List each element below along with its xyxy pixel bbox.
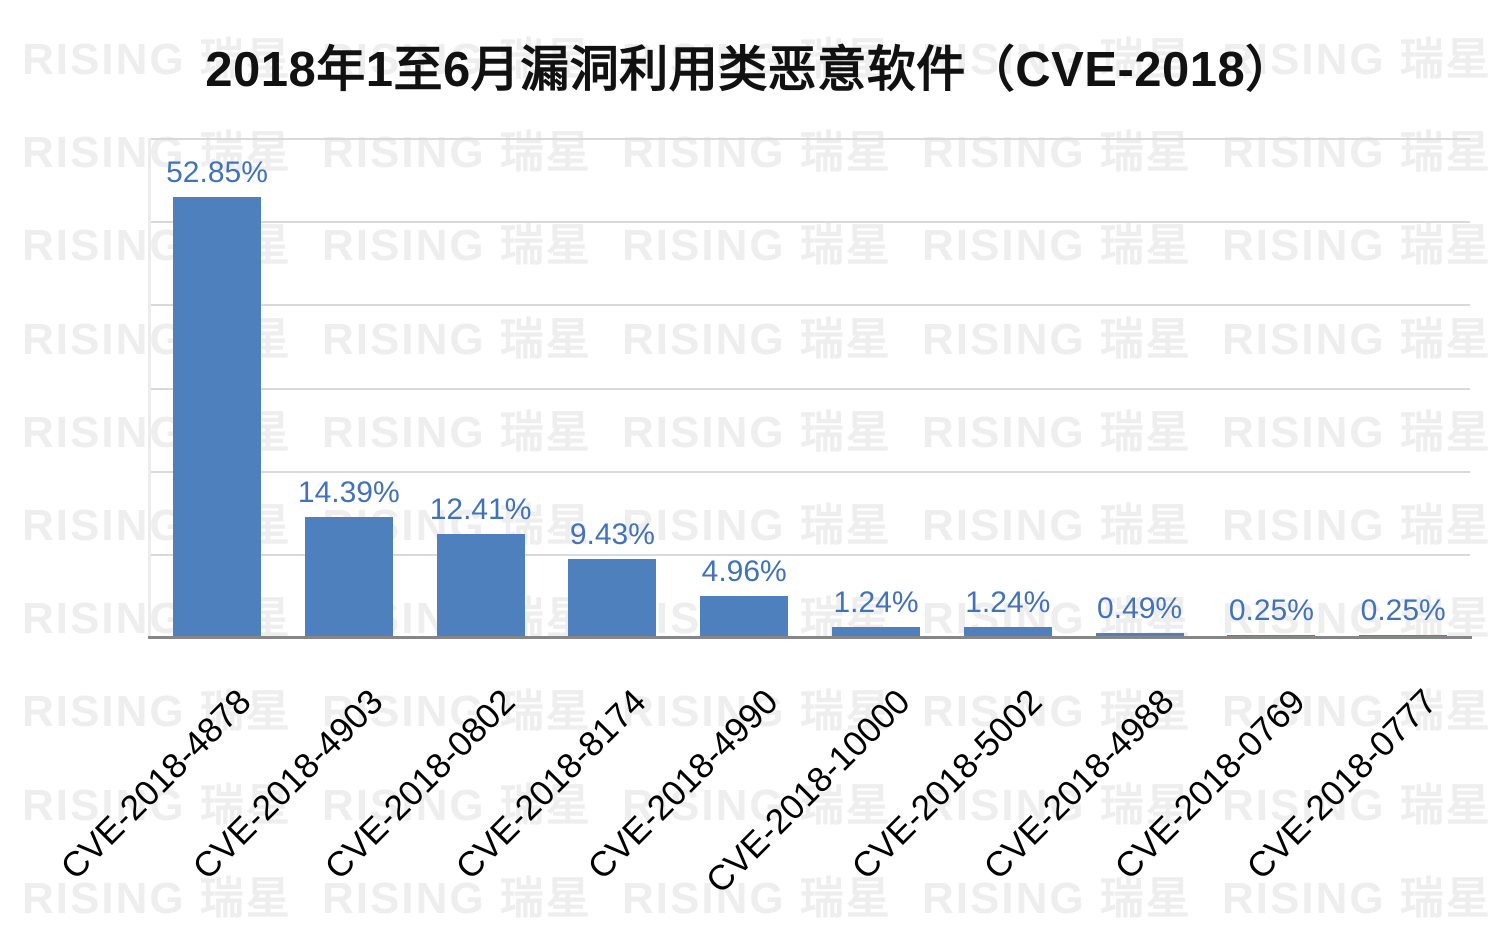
bar-value-label: 9.43% bbox=[569, 517, 655, 551]
watermark-tile: RISING 瑞星 bbox=[922, 780, 1192, 830]
x-axis-line bbox=[148, 636, 1472, 639]
bar-CVE-2018-0777 bbox=[1359, 634, 1448, 637]
watermark-tile: RISING 瑞星 bbox=[322, 35, 592, 84]
bar-value-label: 1.24% bbox=[965, 585, 1051, 619]
bar-CVE-2018-0769 bbox=[1227, 634, 1316, 637]
watermark-tile: RISING 瑞星 bbox=[622, 501, 892, 550]
gridline bbox=[150, 138, 1470, 140]
watermark-tile: RISING 瑞星 bbox=[322, 221, 592, 271]
watermark-tile: RISING 瑞星 bbox=[22, 128, 292, 178]
category-label-CVE-2018-4878: CVE-2018-4878 bbox=[53, 682, 259, 888]
bar-value-label: 0.25% bbox=[1228, 593, 1314, 627]
watermark-tile: RISING 瑞星 bbox=[1222, 780, 1492, 830]
watermark-tile: RISING 瑞星 bbox=[622, 314, 892, 364]
watermark-tile: RISING 瑞星 bbox=[622, 128, 892, 178]
bar-CVE-2018-4878 bbox=[173, 197, 261, 637]
watermark-tile: RISING 瑞星 bbox=[922, 221, 1192, 271]
bar-value-label: 14.39% bbox=[297, 476, 400, 510]
watermark-tile: RISING 瑞星 bbox=[1222, 407, 1492, 457]
watermark-tile: RISING 瑞星 bbox=[622, 221, 892, 271]
watermark-tile: RISING 瑞星 bbox=[322, 873, 592, 923]
watermark-tile: RISING 瑞星 bbox=[922, 128, 1192, 178]
watermark-tile: RISING 瑞星 bbox=[1222, 873, 1492, 923]
watermark-tile: RISING 瑞星 bbox=[1222, 501, 1492, 550]
gridline bbox=[150, 387, 1470, 390]
watermark-tile: RISING 瑞星 bbox=[322, 780, 592, 830]
gridline bbox=[150, 304, 1470, 307]
bar-value-label: 1.24% bbox=[833, 585, 919, 619]
bar-CVE-2018-5002 bbox=[963, 626, 1052, 637]
watermark-tile: RISING 瑞星 bbox=[1222, 314, 1492, 364]
gridline bbox=[150, 221, 1470, 224]
watermark-tile: RISING 瑞星 bbox=[622, 873, 892, 923]
watermark-tile: RISING 瑞星 bbox=[922, 35, 1192, 84]
watermark-tile: RISING 瑞星 bbox=[22, 687, 292, 737]
watermark-tile: RISING 瑞星 bbox=[322, 128, 592, 178]
watermark-tile: RISING 瑞星 bbox=[1222, 128, 1492, 178]
watermark-tile: RISING 瑞星 bbox=[322, 314, 592, 364]
bar-value-label: 12.41% bbox=[429, 492, 532, 526]
watermark-tile: RISING 瑞星 bbox=[22, 873, 292, 923]
watermark-tile: RISING 瑞星 bbox=[22, 35, 292, 84]
watermark-tile: RISING 瑞星 bbox=[622, 407, 892, 457]
watermark-tile: RISING 瑞星 bbox=[22, 780, 292, 830]
bar-value-label: 0.25% bbox=[1360, 593, 1446, 627]
bar-value-label: 52.85% bbox=[166, 156, 268, 190]
watermark-tile: RISING 瑞星 bbox=[622, 687, 892, 737]
bar-value-label: 4.96% bbox=[701, 554, 787, 588]
watermark-tile: RISING 瑞星 bbox=[322, 687, 592, 737]
watermark-tile: RISING 瑞星 bbox=[922, 407, 1192, 457]
watermark-tile: RISING 瑞星 bbox=[922, 687, 1192, 737]
watermark-tile: RISING 瑞星 bbox=[622, 35, 892, 84]
watermark-tile: RISING 瑞星 bbox=[322, 407, 592, 457]
y-axis-line bbox=[148, 138, 151, 637]
bar-CVE-2018-4903 bbox=[304, 517, 393, 637]
watermark-tile: RISING 瑞星 bbox=[622, 780, 892, 830]
bar-value-label: 0.49% bbox=[1097, 591, 1183, 625]
gridline bbox=[150, 553, 1470, 556]
bar-CVE-2018-8174 bbox=[568, 558, 657, 637]
watermark-tile: RISING 瑞星 bbox=[922, 873, 1192, 923]
gridline bbox=[150, 470, 1470, 473]
watermark-tile: RISING 瑞星 bbox=[1222, 687, 1492, 737]
watermark-tile: RISING 瑞星 bbox=[922, 314, 1192, 364]
bar-CVE-2018-4988 bbox=[1095, 632, 1184, 637]
watermark-tile: RISING 瑞星 bbox=[1222, 221, 1492, 271]
bar-CVE-2018-0802 bbox=[436, 533, 525, 637]
watermark-tile: RISING 瑞星 bbox=[1222, 35, 1492, 84]
bar-CVE-2018-4990 bbox=[700, 595, 789, 637]
bar-CVE-2018-10000 bbox=[832, 626, 920, 637]
watermark-tile: RISING 瑞星 bbox=[922, 501, 1192, 550]
plot-area: 52.85% 14.39% 12.41% 9.43% 4.96% 1.24% 1.24% 0.… bbox=[148, 138, 1472, 639]
chart-title: 2018年1至6月漏洞利用类恶意软件（CVE-2018） bbox=[205, 43, 1295, 97]
